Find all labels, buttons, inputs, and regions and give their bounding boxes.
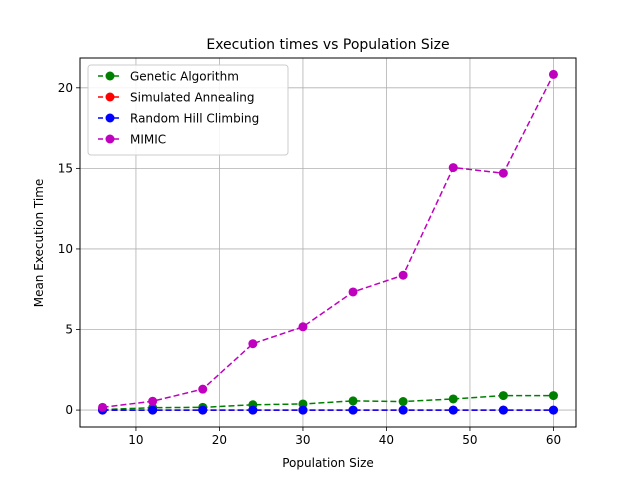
axis-ticks: 10 20 30 40 50 60 0 5 10 15 20 <box>58 81 561 447</box>
data-point <box>198 384 208 394</box>
data-point <box>448 163 458 173</box>
legend-item: Random Hill Climbing <box>98 112 259 126</box>
data-point <box>298 322 308 332</box>
chart-title: Execution times vs Population Size <box>206 37 449 53</box>
y-axis-label: Mean Execution Time <box>32 179 46 308</box>
data-point <box>198 405 208 415</box>
y-tick-label: 0 <box>65 403 73 417</box>
legend-box <box>87 64 289 156</box>
x-tick-label: 60 <box>546 433 561 447</box>
data-point <box>348 405 358 415</box>
y-tick-label: 20 <box>58 81 73 95</box>
data-point <box>498 168 508 178</box>
data-point <box>498 405 508 415</box>
data-point <box>398 405 408 415</box>
series-line <box>102 74 555 409</box>
plot-frame <box>79 57 577 428</box>
x-axis-label: Population Size <box>282 456 374 470</box>
x-tick-label: 50 <box>462 433 477 447</box>
data-point <box>148 396 158 406</box>
grid <box>80 58 576 427</box>
data-point <box>348 396 358 406</box>
y-tick-label: 10 <box>58 242 73 256</box>
data-point <box>248 339 258 349</box>
legend-item: Simulated Annealing <box>98 91 255 105</box>
data-point <box>248 405 258 415</box>
y-tick-label: 15 <box>58 161 73 175</box>
data-point <box>448 394 458 404</box>
legend-marker <box>105 113 115 123</box>
data-point <box>398 270 408 280</box>
x-tick-label: 40 <box>379 433 394 447</box>
legend-label: Genetic Algorithm <box>130 70 239 84</box>
data-point <box>148 405 158 415</box>
data-point <box>398 397 408 407</box>
legend-marker <box>105 71 115 81</box>
legend-label: Random Hill Climbing <box>130 112 259 126</box>
data-point <box>448 405 458 415</box>
series-line <box>102 394 554 411</box>
x-tick-label: 30 <box>295 433 310 447</box>
y-tick-label: 5 <box>65 323 73 337</box>
data-point <box>548 391 558 401</box>
data-point <box>348 287 358 297</box>
series-mimic <box>98 69 558 412</box>
x-tick-label: 20 <box>212 433 227 447</box>
series-group <box>98 69 558 415</box>
legend-label: MIMIC <box>130 133 166 147</box>
data-point <box>98 402 108 412</box>
data-point <box>548 69 558 79</box>
legend-item: Genetic Algorithm <box>98 70 239 84</box>
data-point <box>298 405 308 415</box>
data-point <box>548 405 558 415</box>
legend-label: Simulated Annealing <box>130 91 255 105</box>
x-tick-label: 10 <box>128 433 143 447</box>
legend: Genetic Algorithm Simulated Annealing Rand… <box>87 64 289 156</box>
data-point <box>498 391 508 401</box>
legend-marker <box>105 92 115 102</box>
legend-marker <box>105 134 115 144</box>
legend-item: MIMIC <box>98 133 166 147</box>
